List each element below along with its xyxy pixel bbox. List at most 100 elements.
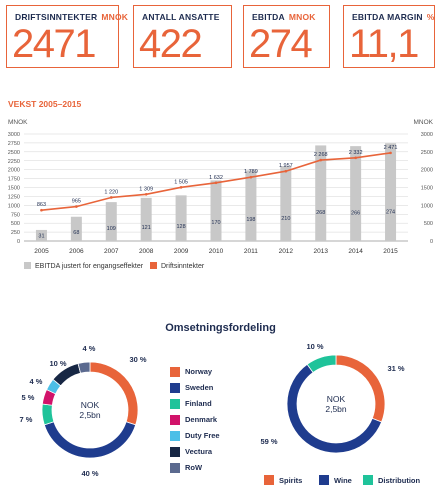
- y-tick-label-left: 500: [11, 221, 20, 227]
- x-tick-label: 2009: [174, 248, 189, 255]
- bar-value-label: 210: [281, 216, 290, 222]
- legend-swatch: [24, 262, 31, 269]
- y-tick-label-right: 1500: [421, 186, 433, 192]
- y-tick-label-left: 1250: [8, 194, 20, 200]
- y-tick-label-left: 1750: [8, 177, 20, 183]
- legend-swatch: [170, 463, 180, 473]
- bar: [385, 143, 397, 241]
- legend-swatch: [170, 367, 180, 377]
- y-tick-label-left: 0: [17, 239, 20, 245]
- legend-item-ebitda: EBITDA justert for engangseffekter: [24, 262, 143, 270]
- bar: [35, 229, 47, 241]
- legend-item-revenue: Driftsinntekter: [150, 262, 204, 270]
- donut-center-value: 2,5bn: [79, 410, 101, 420]
- bar: [245, 170, 257, 241]
- y-tick-label-left: 3000: [8, 132, 20, 138]
- bar-value-label: 68: [73, 230, 79, 236]
- legend-swatch: [363, 475, 373, 485]
- donut-center-label: NOK: [81, 400, 100, 410]
- growth-chart: MNOK MNOK 0 250 500 750 1000 1250 1500 1750 2000 22…: [8, 119, 434, 255]
- bar-value-label: 268: [316, 210, 325, 216]
- y-axis-title-left: MNOK: [8, 119, 28, 126]
- y-axis-title-right: MNOK: [414, 119, 434, 126]
- donut-slice: [41, 403, 55, 426]
- line-point: [75, 205, 78, 208]
- chart-title: VEKST 2005–2015: [8, 99, 82, 109]
- y-tick-label-right: 2000: [421, 168, 433, 174]
- line-value-label: 1 632: [209, 175, 223, 181]
- kpi-unit: MNOK: [288, 12, 316, 22]
- bar-value-label: 121: [142, 225, 151, 231]
- kpi-value: 274: [249, 22, 313, 66]
- y-tick-label-left: 2500: [8, 150, 20, 156]
- legend-swatch: [264, 475, 274, 485]
- donut-slice: [306, 354, 337, 374]
- donut-center-value: 2,5bn: [325, 404, 347, 414]
- x-tick-label: 2006: [69, 248, 84, 255]
- line-value-label: 863: [37, 202, 46, 208]
- bar: [350, 146, 362, 241]
- y-tick-label-left: 1500: [8, 186, 20, 192]
- line-point: [319, 158, 323, 162]
- kpi-label: EBITDA MNOK: [252, 12, 316, 22]
- kpi-label: DRIFTSINNTEKTER MNOK: [15, 12, 129, 22]
- y-tick-label-left: 750: [11, 212, 20, 218]
- y-tick-label-left: 2750: [8, 141, 20, 147]
- slice-percent-label: 4 %: [83, 344, 96, 353]
- bar-value-label: 266: [351, 210, 360, 216]
- line-value-label: 1 789: [244, 169, 258, 175]
- legend-swatch: [170, 399, 180, 409]
- bar-value-label: 170: [211, 220, 220, 226]
- bar: [140, 197, 152, 241]
- y-tick-label-right: 500: [424, 221, 433, 227]
- line-value-label: 2 332: [349, 150, 363, 156]
- line-point: [249, 175, 253, 179]
- legend-swatch: [170, 431, 180, 441]
- y-tick-label-left: 250: [11, 230, 20, 236]
- slice-percent-label: 4 %: [30, 377, 43, 386]
- x-tick-label: 2012: [279, 248, 294, 255]
- kpi-value: 11,1: [349, 22, 419, 66]
- kpi-box-employees: ANTALL ANSATTE 422: [133, 5, 232, 68]
- legend-swatch: [150, 262, 157, 269]
- donut-section-title: Omsetningsfordeling: [165, 322, 276, 334]
- kpi-value: 2471: [12, 22, 96, 66]
- x-tick-label: 2005: [34, 248, 49, 255]
- slice-percent-label: 40 %: [81, 469, 98, 478]
- bar: [315, 145, 327, 241]
- line-point: [389, 151, 392, 155]
- kpi-value: 422: [139, 22, 203, 66]
- kpi-box-ebitda-margin: EBITDA MARGIN% 11,1: [343, 5, 435, 68]
- x-tick-label: 2007: [104, 248, 119, 255]
- line-value-label: 1 220: [104, 189, 118, 195]
- line-point: [40, 208, 43, 212]
- slice-percent-label: 30 %: [129, 355, 146, 364]
- kpi-label: ANTALL ANSATTE: [142, 12, 220, 22]
- legend-swatch: [170, 447, 180, 457]
- legend-swatch: [319, 475, 329, 485]
- line-value-label: 2 268: [314, 152, 328, 158]
- line-value-label: 2 471: [384, 145, 398, 151]
- x-tick-label: 2011: [244, 248, 258, 255]
- slice-percent-label: 59 %: [260, 437, 277, 446]
- line-point: [144, 193, 148, 196]
- bar-value-label: 274: [386, 210, 395, 216]
- legend-swatch: [170, 383, 180, 393]
- slice-percent-label: 10 %: [306, 342, 323, 351]
- y-tick-label-right: 2500: [421, 150, 433, 156]
- bar-value-label: 109: [107, 226, 116, 232]
- line-value-label: 965: [72, 199, 81, 205]
- y-tick-label-left: 2000: [8, 168, 20, 174]
- line-point: [179, 186, 183, 189]
- kpi-unit: %: [426, 12, 435, 22]
- line-point: [354, 156, 357, 160]
- legend-item-distribution: Distribution: [363, 475, 420, 485]
- legend-item-spirits: Spirits: [264, 475, 302, 485]
- bar: [70, 216, 82, 241]
- bar: [105, 202, 117, 241]
- legend-swatch: [170, 415, 180, 425]
- line-value-label: 1 505: [174, 179, 188, 185]
- bar: [175, 195, 187, 241]
